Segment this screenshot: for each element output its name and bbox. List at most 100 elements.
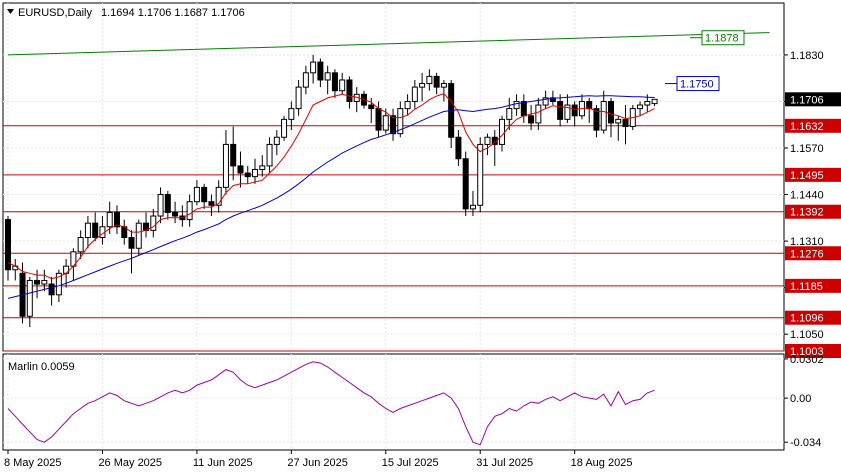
level-label-box	[785, 310, 841, 325]
bull-candle[interactable]	[41, 279, 48, 285]
bear-candle[interactable]	[622, 118, 629, 128]
bear-candle[interactable]	[128, 237, 135, 249]
bear-candle[interactable]	[462, 158, 469, 210]
price-tick-label: 1.1570	[790, 143, 824, 155]
time-label: 11 Jun 2025	[193, 457, 253, 469]
bear-candle[interactable]	[172, 211, 179, 217]
bull-candle[interactable]	[252, 168, 259, 178]
bull-candle[interactable]	[77, 237, 84, 253]
level-label: 1.1276	[790, 248, 824, 260]
symbol-label: EURUSD,Daily	[18, 7, 92, 19]
bear-candle[interactable]	[201, 186, 208, 203]
bull-candle[interactable]	[84, 222, 91, 239]
bull-candle[interactable]	[535, 104, 542, 124]
bear-candle[interactable]	[375, 108, 382, 131]
bear-candle[interactable]	[48, 283, 55, 296]
bear-candle[interactable]	[230, 143, 237, 167]
bear-candle[interactable]	[331, 72, 338, 92]
bear-candle[interactable]	[528, 115, 535, 124]
bear-candle[interactable]	[164, 194, 171, 213]
bull-candle[interactable]	[477, 143, 484, 206]
bear-candle[interactable]	[346, 79, 353, 102]
fast-ma-line	[7, 93, 655, 280]
bull-candle[interactable]	[135, 222, 142, 249]
bull-candle[interactable]	[499, 118, 506, 145]
bear-candle[interactable]	[607, 100, 614, 124]
bull-candle[interactable]	[644, 100, 651, 106]
bear-candle[interactable]	[571, 104, 578, 117]
indicator-tick-label: -0.034	[790, 437, 821, 449]
bull-candle[interactable]	[288, 108, 295, 120]
bear-candle[interactable]	[390, 115, 397, 135]
bull-candle[interactable]	[484, 136, 491, 145]
bull-candle[interactable]	[506, 108, 513, 120]
price-tick-label: 1.1440	[790, 190, 824, 202]
bear-candle[interactable]	[237, 165, 244, 174]
bull-candle[interactable]	[651, 98, 658, 105]
bull-candle[interactable]	[150, 215, 157, 231]
bear-candle[interactable]	[113, 211, 120, 228]
price-tick-label: 1.1310	[790, 236, 824, 248]
bear-candle[interactable]	[5, 219, 11, 271]
bull-candle[interactable]	[324, 72, 331, 81]
bull-candle[interactable]	[26, 279, 33, 317]
bear-candle[interactable]	[317, 61, 324, 81]
level-label-box	[785, 204, 841, 219]
level-labels: 1.1632 1.1495 1.1392 1.1276 1.1185 1.1096 1.10…	[785, 92, 841, 358]
bull-candle[interactable]	[186, 201, 193, 221]
bear-candle[interactable]	[593, 108, 600, 131]
bull-candle[interactable]	[440, 83, 447, 88]
bull-candle[interactable]	[339, 79, 346, 92]
bull-candle[interactable]	[106, 211, 113, 228]
dropdown-triangle-icon[interactable]	[7, 9, 14, 14]
bull-candle[interactable]	[397, 108, 404, 135]
bull-candle[interactable]	[215, 186, 222, 206]
bear-candle[interactable]	[92, 222, 99, 239]
indicator-pane[interactable]	[2, 353, 785, 451]
bull-candle[interactable]	[600, 100, 607, 131]
bull-candle[interactable]	[302, 72, 309, 88]
bear-candle[interactable]	[433, 75, 440, 88]
bull-candle[interactable]	[193, 186, 200, 203]
bear-candle[interactable]	[586, 100, 593, 110]
level-label-box	[785, 344, 841, 358]
time-axis: 8 May 2025 26 May 2025 11 Jun 2025 27 Jun 2…	[4, 450, 632, 469]
bull-candle[interactable]	[426, 75, 433, 85]
bull-candle[interactable]	[259, 165, 266, 170]
bull-candle[interactable]	[615, 118, 622, 124]
bear-candle[interactable]	[208, 201, 215, 206]
bear-candle[interactable]	[455, 136, 462, 160]
bull-candle[interactable]	[295, 86, 302, 110]
bull-candle[interactable]	[157, 194, 164, 217]
level-label-box	[785, 246, 841, 261]
bear-candle[interactable]	[557, 100, 564, 120]
bull-candle[interactable]	[542, 97, 549, 106]
candles	[5, 54, 658, 328]
level-label: 1.1096	[790, 313, 824, 325]
indicator-tick-label: 0.00	[790, 393, 811, 405]
bear-candle[interactable]	[520, 100, 527, 117]
price-pane[interactable]	[2, 2, 785, 352]
bear-candle[interactable]	[368, 104, 375, 110]
bull-candle[interactable]	[273, 136, 280, 145]
bull-candle[interactable]	[411, 86, 418, 102]
bull-candle[interactable]	[637, 104, 644, 110]
bull-candle[interactable]	[404, 100, 411, 110]
bull-candle[interactable]	[222, 143, 229, 188]
bull-candle[interactable]	[564, 104, 571, 120]
price-tick-label: 1.1830	[790, 50, 824, 62]
bull-candle[interactable]	[469, 204, 476, 210]
bull-candle[interactable]	[513, 100, 520, 110]
bull-candle[interactable]	[266, 143, 273, 167]
trend-line-segment[interactable]	[7, 32, 770, 56]
level-label: 1.1632	[790, 121, 824, 133]
bull-candle[interactable]	[382, 115, 389, 131]
bull-candle[interactable]	[55, 272, 62, 296]
bull-candle[interactable]	[419, 83, 426, 88]
bull-candle[interactable]	[310, 61, 317, 74]
time-label: 27 Jun 2025	[287, 457, 348, 469]
bull-candle[interactable]	[281, 118, 288, 138]
bear-candle[interactable]	[34, 279, 41, 285]
bear-candle[interactable]	[244, 172, 251, 178]
